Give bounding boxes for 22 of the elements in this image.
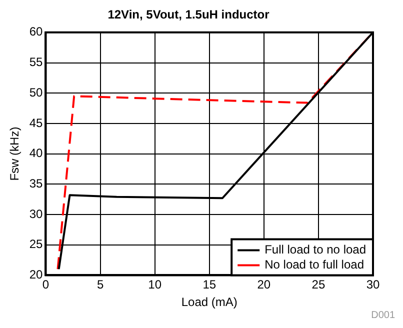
y-tick-label: 20 [29, 268, 44, 282]
y-tick-label: 40 [29, 146, 44, 160]
y-tick-label: 55 [29, 55, 44, 70]
y-tick-label: 35 [29, 176, 44, 190]
x-tick-label: 25 [312, 278, 326, 292]
x-tick-label: 20 [257, 278, 271, 292]
x-tick-label: 5 [96, 278, 104, 292]
x-tick-label: 30 [366, 278, 380, 292]
text: D001 [371, 310, 396, 321]
y-axis-title: Fsw (kHz) [8, 126, 22, 181]
legend-label: Full load to no load [264, 242, 366, 257]
y-tick-label: 30 [29, 206, 44, 221]
x-tick-label: 0 [42, 278, 50, 292]
chart-title: 12Vin, 5Vout, 1.5uH inductor [108, 8, 270, 22]
x-tick-label: 10 [148, 278, 162, 292]
y-tick-label: 25 [29, 237, 44, 252]
x-axis-title: Load (mA) [181, 295, 238, 310]
y-tick-label: 60 [29, 24, 44, 39]
x-tick-label: 15 [202, 278, 216, 292]
y-tick-label: 45 [29, 116, 44, 130]
legend-label: No load to full load [264, 258, 364, 272]
y-tick-label: 50 [29, 85, 44, 100]
